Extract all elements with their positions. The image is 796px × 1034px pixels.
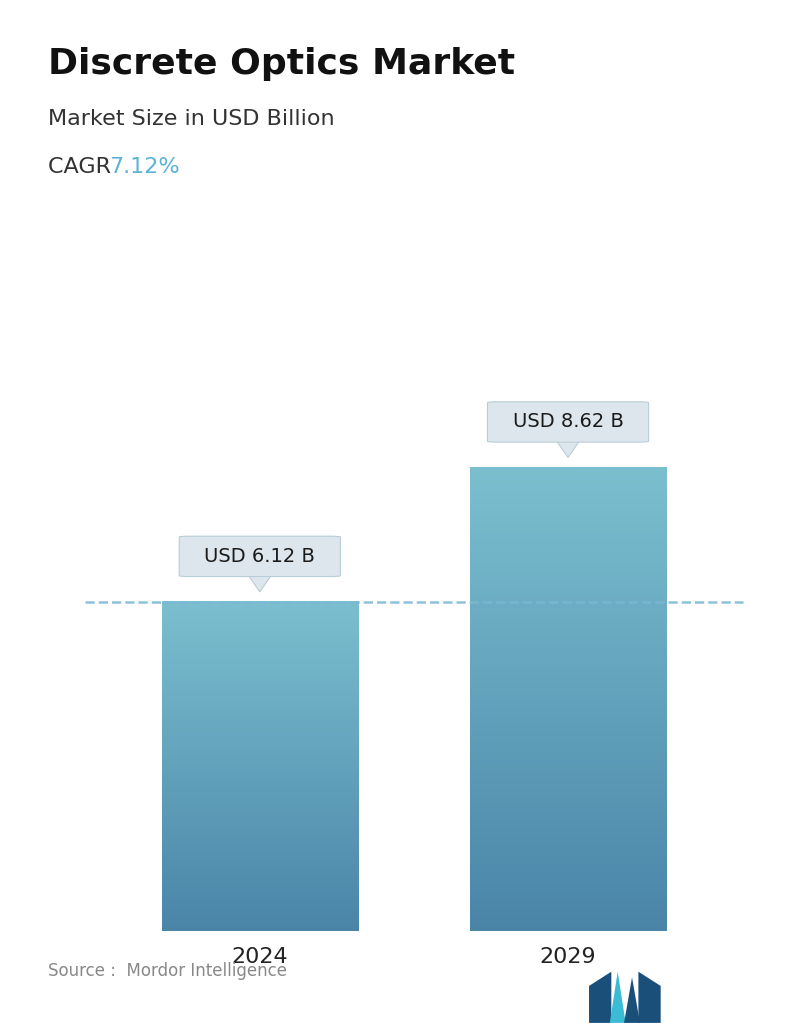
Text: Discrete Optics Market: Discrete Optics Market (48, 47, 515, 81)
Polygon shape (638, 972, 661, 1023)
Polygon shape (248, 576, 271, 591)
Polygon shape (557, 442, 579, 457)
Polygon shape (624, 977, 640, 1023)
Polygon shape (589, 972, 611, 1023)
FancyBboxPatch shape (487, 402, 649, 443)
Text: Market Size in USD Billion: Market Size in USD Billion (48, 109, 334, 128)
FancyBboxPatch shape (179, 537, 341, 577)
Text: CAGR: CAGR (48, 157, 118, 177)
Text: USD 6.12 B: USD 6.12 B (205, 547, 315, 566)
Polygon shape (610, 972, 626, 1023)
Polygon shape (251, 574, 269, 576)
Text: Source :  Mordor Intelligence: Source : Mordor Intelligence (48, 963, 287, 980)
Text: 7.12%: 7.12% (109, 157, 180, 177)
Polygon shape (559, 439, 577, 442)
Text: USD 8.62 B: USD 8.62 B (513, 413, 623, 431)
